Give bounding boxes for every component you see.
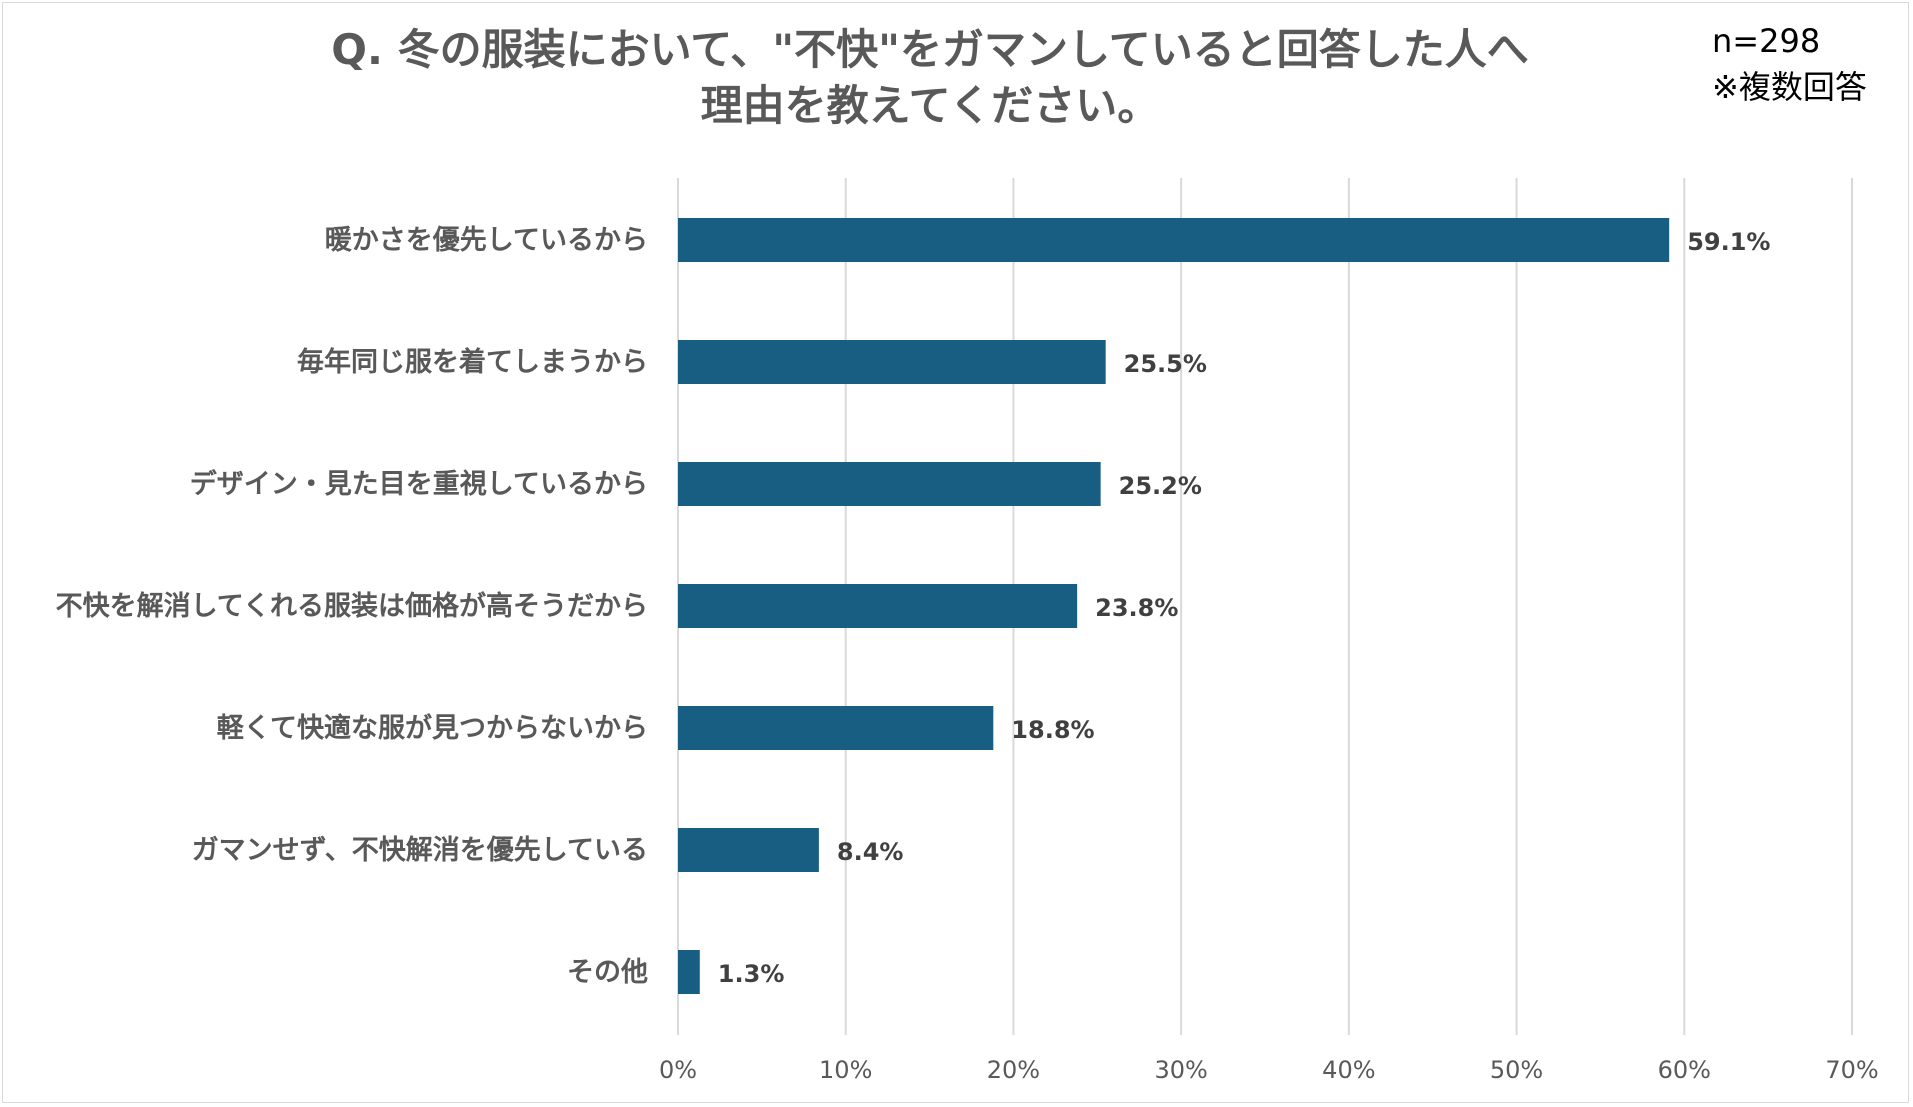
value-label: 25.2% xyxy=(1119,472,1202,500)
x-tick-label: 30% xyxy=(1154,1056,1207,1084)
category-label: 不快を解消してくれる服装は価格が高そうだから xyxy=(56,590,648,622)
x-tick-label: 70% xyxy=(1825,1056,1878,1084)
value-label: 18.8% xyxy=(1011,716,1094,744)
bar xyxy=(678,340,1106,384)
category-label: ガマンせず、不快解消を優先している xyxy=(192,835,648,866)
bar xyxy=(678,462,1101,506)
category-labels: 暖かさを優先しているから毎年同じ服を着てしまうからデザイン・見た目を重視している… xyxy=(56,225,648,988)
category-label: 毎年同じ服を着てしまうから xyxy=(297,346,648,378)
x-tick-label: 60% xyxy=(1658,1056,1711,1084)
value-label: 1.3% xyxy=(718,960,785,988)
value-label: 59.1% xyxy=(1687,228,1770,256)
bar xyxy=(678,950,700,994)
bar xyxy=(678,218,1670,262)
x-tick-labels: 0% 10% 20% 30% 40% 50% 60% 70% xyxy=(659,1056,1879,1084)
value-label: 25.5% xyxy=(1124,350,1207,378)
bar xyxy=(678,584,1078,628)
title-line-2: 理由を教えてください。 xyxy=(700,81,1160,130)
chart-title: Q. 冬の服装において、"不快"をガマンしていると回答した人へ 理由を教えてくだ… xyxy=(250,22,1610,134)
value-label: 8.4% xyxy=(837,838,904,866)
category-label: 軽くて快適な服が見つからないから xyxy=(217,712,648,744)
gridlines xyxy=(677,178,1853,1035)
sample-size: n=298 xyxy=(1712,22,1821,60)
bar xyxy=(678,706,994,750)
title-line-1: Q. 冬の服装において、"不快"をガマンしていると回答した人へ xyxy=(331,25,1529,74)
category-label: デザイン・見た目を重視しているから xyxy=(190,468,648,500)
bar xyxy=(678,828,819,872)
category-label: 暖かさを優先しているから xyxy=(325,225,648,256)
category-label: その他 xyxy=(567,957,648,988)
multiple-answer-note: ※複数回答 xyxy=(1712,68,1867,106)
x-tick-label: 10% xyxy=(819,1056,872,1084)
value-label: 23.8% xyxy=(1095,594,1178,622)
value-labels: 59.1% 25.5% 25.2% 23.8% 18.8% 8.4% 1.3% xyxy=(718,228,1771,988)
x-tick-label: 20% xyxy=(987,1056,1040,1084)
bars xyxy=(678,218,1670,994)
x-tick-label: 50% xyxy=(1490,1056,1543,1084)
x-tick-label: 40% xyxy=(1322,1056,1375,1084)
chart-meta: n=298 ※複数回答 xyxy=(1712,18,1867,110)
x-tick-label: 0% xyxy=(659,1056,697,1084)
